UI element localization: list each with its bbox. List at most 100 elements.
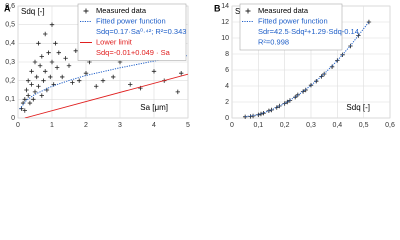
data-point bbox=[36, 84, 41, 89]
data-point bbox=[29, 69, 34, 74]
x-tick-label: 0,4 bbox=[332, 122, 342, 129]
data-point bbox=[70, 80, 75, 85]
data-point bbox=[179, 71, 184, 76]
figure: 0 1 2 3 4 500,10,20,30,40,50,6A Sdq [-]Sa [μm]… bbox=[4, 3, 395, 129]
data-point bbox=[26, 78, 31, 83]
data-point bbox=[46, 50, 51, 55]
legend-equation: Sdr=42.5·Sdq²+1.29·Sdq-0.14 bbox=[258, 27, 359, 36]
data-point bbox=[83, 71, 89, 76]
y-tick-label: 0,3 bbox=[5, 59, 15, 66]
data-point bbox=[26, 93, 31, 98]
data-point bbox=[319, 74, 324, 79]
x-tick-label: 0,6 bbox=[385, 122, 395, 129]
x-tick-label: 5 bbox=[186, 122, 190, 129]
y-tick-label: 10 bbox=[221, 35, 229, 42]
data-point bbox=[34, 74, 39, 80]
data-point bbox=[41, 78, 46, 83]
x-tick-label: 1 bbox=[50, 122, 54, 129]
data-point bbox=[37, 63, 43, 68]
panel-label: B bbox=[214, 3, 221, 13]
x-tick-label: 0,2 bbox=[280, 122, 290, 129]
data-point bbox=[285, 99, 290, 105]
data-point bbox=[49, 22, 55, 27]
fit-line bbox=[19, 54, 188, 110]
y-tick-label: 12 bbox=[221, 19, 229, 26]
x-tick-label: 0,5 bbox=[359, 122, 369, 129]
y-tick-label: 8 bbox=[225, 51, 229, 58]
x-tick-label: 0 bbox=[230, 122, 234, 129]
data-point bbox=[308, 83, 314, 88]
y-tick-label: 2 bbox=[225, 99, 229, 106]
x-tick-label: 4 bbox=[152, 122, 156, 129]
y-tick-label: 6 bbox=[225, 67, 229, 74]
y-axis-label: Sdq [-] bbox=[21, 7, 45, 16]
legend-box bbox=[77, 3, 187, 61]
data-point bbox=[366, 19, 372, 25]
legend-equation: Sdq=0.17·Sa⁰·⁴²; R²=0.343 bbox=[96, 27, 186, 36]
data-point bbox=[56, 50, 61, 55]
fit-line bbox=[245, 21, 370, 118]
data-point bbox=[48, 74, 53, 80]
data-point bbox=[39, 54, 44, 59]
legend-equation: R²=0.998 bbox=[258, 37, 289, 46]
data-point bbox=[22, 97, 27, 102]
data-point bbox=[32, 59, 38, 65]
data-point bbox=[53, 41, 58, 46]
data-point bbox=[335, 58, 340, 63]
data-point bbox=[43, 31, 48, 37]
data-point bbox=[73, 48, 78, 53]
legend-label: Measured data bbox=[258, 6, 309, 15]
data-point bbox=[94, 84, 99, 89]
legend-label: Lower limit bbox=[96, 37, 133, 46]
legend-label: Fitted power function bbox=[258, 16, 328, 25]
y-tick-label: 14 bbox=[221, 3, 229, 10]
y-tick-label: 4 bbox=[225, 83, 229, 90]
y-tick-label: 0 bbox=[11, 115, 15, 122]
data-point bbox=[54, 65, 60, 70]
data-point bbox=[77, 78, 82, 83]
data-point bbox=[27, 100, 33, 106]
data-point bbox=[49, 59, 55, 65]
y-tick-label: 0 bbox=[225, 115, 229, 122]
legend-label: Measured data bbox=[96, 6, 147, 15]
data-point bbox=[22, 108, 27, 113]
data-point bbox=[128, 82, 133, 87]
x-axis-label: Sdq [-] bbox=[346, 103, 370, 112]
y-tick-label: 0,6 bbox=[5, 3, 15, 10]
data-point bbox=[100, 78, 106, 83]
x-axis-label: Sa [μm] bbox=[140, 103, 168, 112]
panel-label: A bbox=[4, 3, 11, 13]
data-point bbox=[63, 56, 68, 61]
data-point bbox=[300, 89, 306, 94]
legend-box bbox=[239, 3, 343, 51]
y-tick-label: 0,2 bbox=[5, 78, 15, 85]
legend-equation: Sdq=-0.01+0.049 · Sa bbox=[96, 48, 171, 57]
data-point bbox=[66, 63, 72, 68]
x-tick-label: 0 bbox=[16, 122, 20, 129]
data-point bbox=[43, 69, 48, 74]
data-point bbox=[32, 89, 38, 95]
x-tick-label: 0,3 bbox=[306, 122, 316, 129]
data-point bbox=[24, 87, 29, 93]
data-point bbox=[242, 114, 248, 119]
y-tick-label: 0,5 bbox=[5, 22, 15, 29]
data-point bbox=[151, 69, 157, 74]
data-point bbox=[111, 74, 116, 80]
data-point bbox=[29, 82, 34, 87]
fit-line bbox=[24, 73, 188, 118]
data-point bbox=[293, 95, 298, 100]
data-point bbox=[51, 82, 56, 87]
legend-label: Fitted power function bbox=[96, 16, 166, 25]
legend-marker bbox=[83, 8, 89, 14]
data-point bbox=[31, 97, 36, 102]
data-point bbox=[356, 33, 361, 38]
data-point bbox=[175, 89, 180, 95]
legend-marker bbox=[245, 8, 251, 14]
data-point bbox=[314, 79, 319, 84]
x-tick-label: 0,1 bbox=[253, 122, 263, 129]
data-point bbox=[256, 112, 261, 117]
data-point bbox=[39, 93, 44, 98]
x-tick-label: 3 bbox=[118, 122, 122, 129]
y-tick-label: 0,4 bbox=[5, 40, 15, 47]
x-tick-label: 2 bbox=[84, 122, 88, 129]
